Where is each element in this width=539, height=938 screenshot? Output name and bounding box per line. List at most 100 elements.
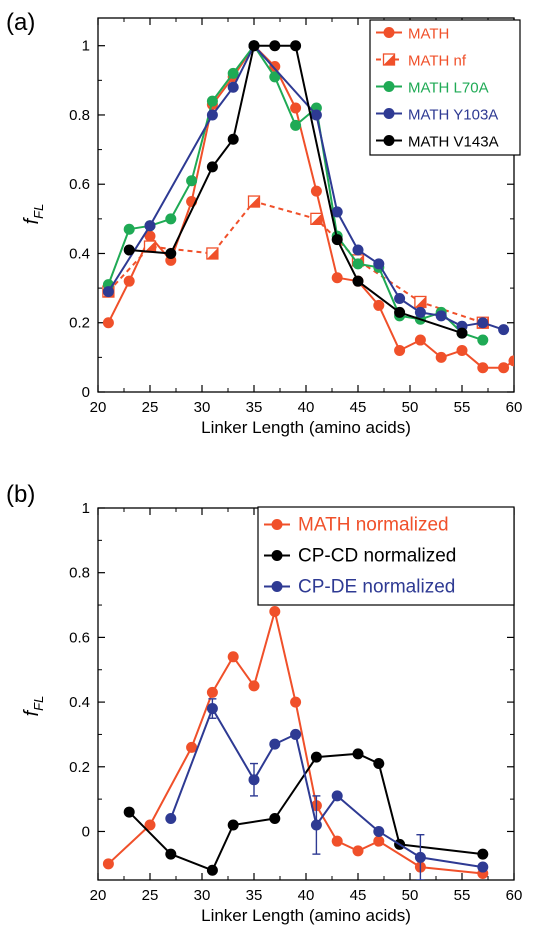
data-point-a-0-15: [414, 334, 426, 346]
data-point-b-0-4: [227, 651, 239, 663]
x-tick-label-a-4: 40: [298, 399, 315, 416]
data-point-b-2-4: [290, 728, 302, 740]
y-tick-label-a-0: 0: [82, 384, 90, 401]
data-point-a-2-1: [123, 223, 135, 235]
data-point-b-2-2: [248, 774, 260, 786]
legend-marker-a-4: [383, 135, 395, 146]
data-point-a-3-3: [227, 81, 239, 93]
data-point-a-2-18: [477, 334, 489, 346]
x-tick-label-a-5: 45: [350, 399, 367, 416]
data-point-b-2-3: [269, 738, 281, 750]
data-point-a-0-13: [373, 299, 385, 311]
legend-marker-b-0: [271, 519, 283, 530]
y-tick-label-a-3: 0.6: [69, 176, 90, 193]
data-point-a-1-3-fill: [248, 196, 260, 208]
data-point-b-0-5: [248, 680, 260, 692]
data-point-a-0-16: [435, 351, 447, 363]
data-point-a-3-0: [102, 286, 114, 298]
y-tick-label-b-4: 0.8: [69, 565, 90, 582]
y-tick-label-b-0: 0: [82, 823, 90, 840]
data-point-b-2-6: [331, 790, 343, 802]
data-point-a-3-13: [477, 317, 489, 329]
data-point-b-0-3: [206, 686, 218, 698]
x-tick-label-a-3: 35: [246, 399, 263, 416]
legend-box-b: [257, 506, 515, 606]
data-point-a-4-7: [331, 234, 343, 246]
data-point-b-2-8: [414, 851, 426, 863]
data-point-b-1-7: [373, 758, 385, 770]
legend-marker-a-2: [383, 81, 395, 92]
legend-label-a-2: MATH L70A: [408, 80, 489, 97]
y-tick-label-a-1: 0.2: [69, 315, 90, 332]
data-point-a-0-19: [498, 362, 510, 374]
data-point-a-0-8: [269, 60, 281, 72]
legend-label-a-0: MATH: [408, 26, 449, 43]
legend-marker-a-0: [383, 27, 395, 38]
data-point-b-0-11: [373, 835, 385, 847]
data-point-a-3-1: [144, 220, 156, 232]
series-line-b-2: [169, 707, 483, 869]
data-point-a-3-11: [435, 310, 447, 322]
data-point-a-4-6: [290, 40, 302, 52]
y-axis-label-sub-b: FL: [31, 696, 46, 711]
x-tick-label-a-2: 30: [194, 399, 211, 416]
x-tick-label-b-8: 60: [506, 887, 523, 904]
data-point-a-4-3: [227, 133, 239, 145]
data-point-b-2-7: [373, 825, 385, 837]
x-tick-label-b-2: 30: [194, 887, 211, 904]
data-point-b-0-9: [331, 835, 343, 847]
x-tick-label-a-1: 25: [142, 399, 159, 416]
legend-label-a-4: MATH V143A: [408, 134, 499, 151]
y-tick-label-b-1: 0.2: [69, 759, 90, 776]
x-axis-label-b: Linker Length (amino acids): [201, 906, 411, 925]
x-tick-label-b-1: 25: [142, 887, 159, 904]
x-tick-label-b-6: 50: [402, 887, 419, 904]
x-tick-label-b-3: 35: [246, 887, 263, 904]
data-point-a-2-12: [352, 258, 364, 270]
x-tick-label-a-0: 20: [90, 399, 107, 416]
x-tick-label-b-5: 45: [350, 887, 367, 904]
legend-label-b-1: CP-CD normalized: [298, 546, 456, 567]
data-point-a-4-2: [206, 161, 218, 173]
data-point-a-3-5: [310, 109, 322, 121]
legend-label-b-2: CP-DE normalized: [298, 577, 455, 598]
x-tick-label-b-4: 40: [298, 887, 315, 904]
data-point-a-1-6-fill: [414, 296, 426, 308]
data-point-a-0-11: [331, 272, 343, 284]
y-axis-label-b: fFL: [21, 696, 46, 717]
legend-marker-b-1: [271, 550, 283, 561]
data-point-b-1-4: [269, 813, 281, 825]
y-tick-label-a-4: 0.8: [69, 107, 90, 124]
data-point-a-1-4-fill: [310, 213, 322, 225]
data-point-a-4-9: [394, 306, 406, 318]
y-tick-label-a-5: 1: [82, 38, 90, 55]
data-point-a-0-9: [290, 102, 302, 114]
panel-label-b: (b): [6, 481, 35, 508]
y-axis-label-main-b: f: [21, 708, 43, 716]
y-axis-label-sub-a: FL: [31, 204, 46, 219]
data-point-b-0-6: [269, 606, 281, 618]
data-point-b-1-0: [123, 806, 135, 818]
y-tick-label-b-2: 0.4: [69, 694, 90, 711]
x-tick-label-a-7: 55: [454, 399, 471, 416]
legend-label-a-3: MATH Y103A: [408, 107, 498, 124]
data-point-a-0-1: [123, 275, 135, 287]
data-point-a-1-2-fill: [206, 247, 218, 259]
data-point-b-2-9: [477, 861, 489, 873]
data-point-a-3-7: [352, 244, 364, 256]
data-point-a-2-5: [206, 95, 218, 107]
series-line-b-0: [107, 610, 483, 875]
data-point-a-1-1-fill: [144, 241, 156, 253]
panel-a: 20 25 30 35 40 45 50 55 60 0 0.2 0.4 0.6 0.8 1 Linker L…: [6, 9, 522, 437]
data-point-a-3-10: [414, 306, 426, 318]
data-point-a-0-18: [477, 362, 489, 374]
data-point-a-4-4: [248, 40, 260, 52]
panel-label-a: (a): [6, 9, 35, 36]
data-point-b-0-10: [352, 845, 364, 857]
data-point-a-0-10: [310, 185, 322, 197]
data-point-a-4-0: [123, 244, 135, 256]
data-point-b-1-6: [352, 748, 364, 760]
data-point-a-2-4: [186, 175, 198, 187]
y-tick-label-a-2: 0.4: [69, 245, 90, 262]
